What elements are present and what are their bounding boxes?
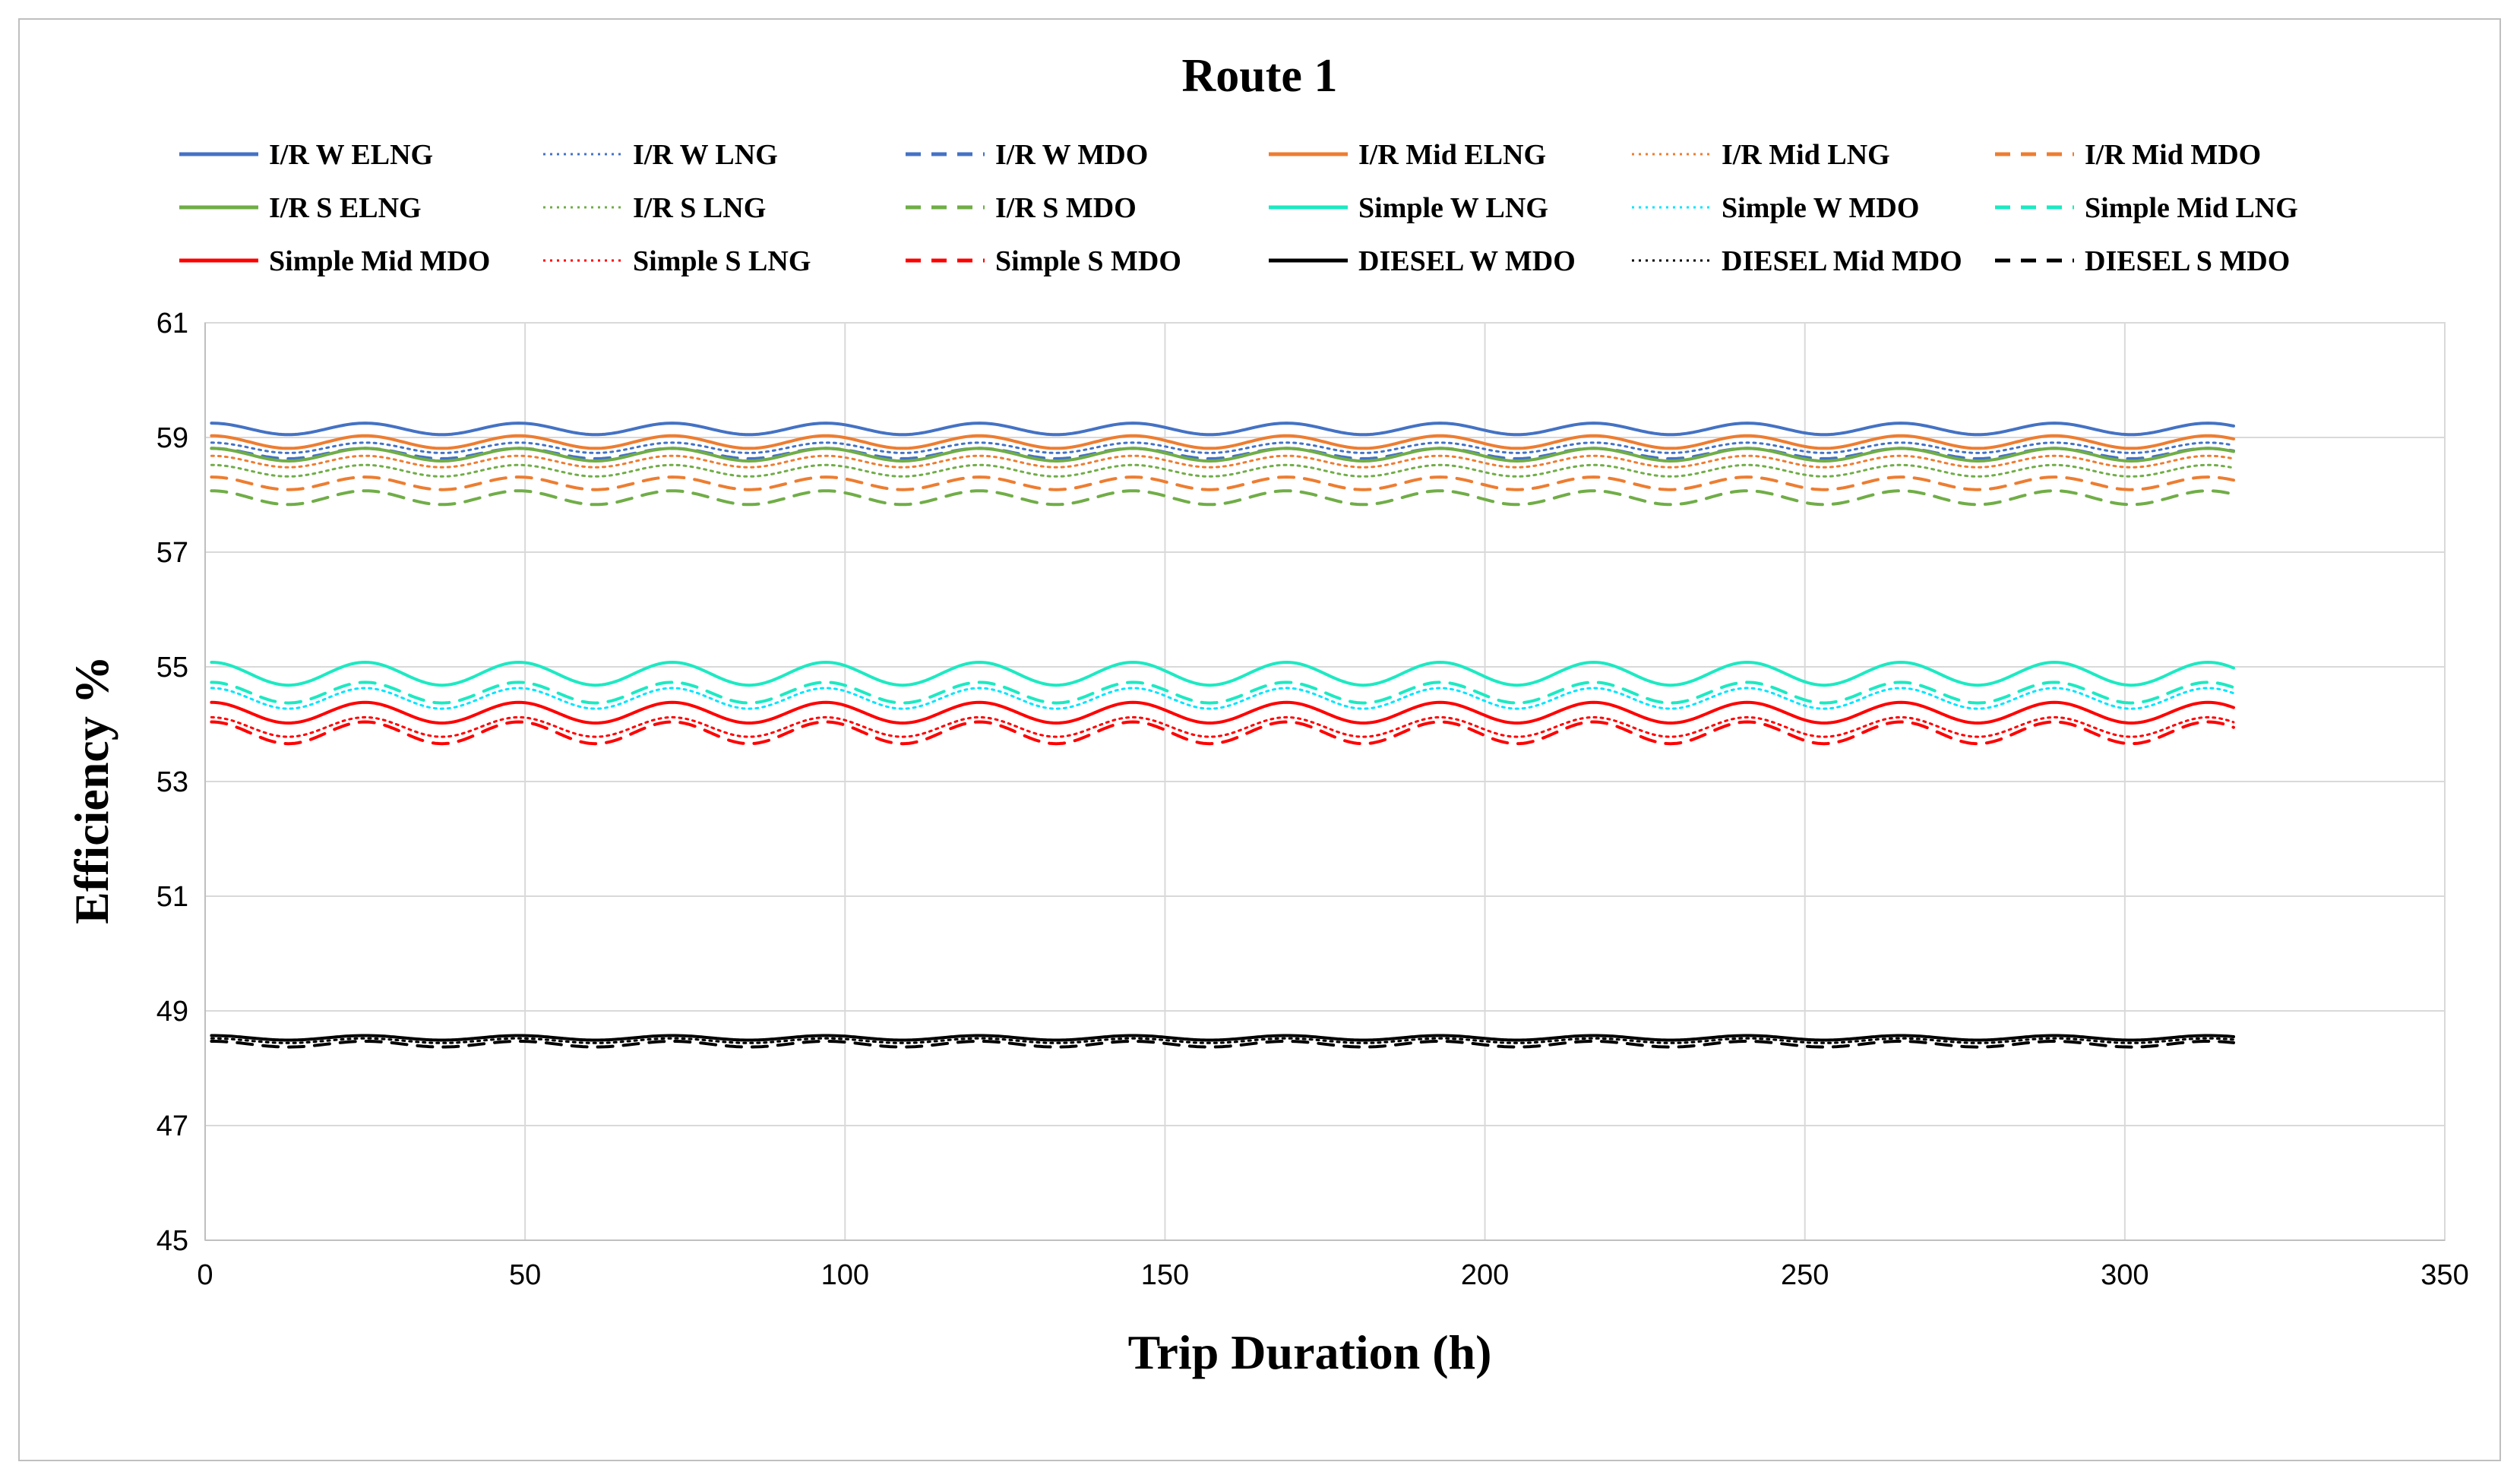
legend-label: I/R Mid MDO xyxy=(2085,139,2261,171)
legend-label: Simple W LNG xyxy=(1358,192,1548,224)
legend-entry: I/R S ELNG xyxy=(179,192,422,224)
y-tick-label: 49 xyxy=(157,996,188,1028)
legend-entry: Simple W MDO xyxy=(1632,192,1919,224)
x-tick-label: 0 xyxy=(197,1259,213,1291)
legend-label: I/R W MDO xyxy=(995,139,1148,171)
x-tick-label: 50 xyxy=(509,1259,541,1291)
legend-entry: I/R Mid LNG xyxy=(1632,139,1890,171)
series-line-diesel-s-mdo xyxy=(210,1040,2235,1049)
y-tick-label: 53 xyxy=(157,766,188,798)
series-line-i-r-mid-elng xyxy=(210,434,2235,450)
series-line-i-r-s-lng xyxy=(210,463,2235,478)
legend-entry: I/R W LNG xyxy=(543,139,778,171)
legend-entry: Simple Mid MDO xyxy=(179,245,490,277)
legend-entry: I/R Mid ELNG xyxy=(1269,139,1546,171)
x-tick-label: 350 xyxy=(2420,1259,2468,1291)
series-line-simple-mid-mdo xyxy=(210,700,2235,725)
legend-label: I/R S LNG xyxy=(633,192,766,224)
series-line-i-r-s-mdo xyxy=(210,489,2235,507)
legend-label: Simple Mid MDO xyxy=(269,245,490,277)
legend-entry: Simple S LNG xyxy=(543,245,811,277)
axes xyxy=(204,323,2445,1241)
y-axis-label: Efficiency % xyxy=(65,655,119,924)
series-line-i-r-s-elng xyxy=(210,447,2235,463)
series-line-i-r-mid-mdo xyxy=(210,475,2235,491)
x-tick-label: 200 xyxy=(1461,1259,1509,1291)
legend-entry: I/R S LNG xyxy=(543,192,766,224)
x-tick-label: 250 xyxy=(1781,1259,1829,1291)
y-tick-label: 57 xyxy=(157,537,188,569)
legend-entry: I/R W MDO xyxy=(906,139,1148,171)
legend-entry: I/R W ELNG xyxy=(179,139,433,171)
series-line-diesel-mid-mdo xyxy=(210,1037,2235,1044)
series-lines xyxy=(210,422,2235,1049)
x-tick-label: 150 xyxy=(1141,1259,1189,1291)
x-axis-ticks: 0 50 100 150 200 250 300 350 xyxy=(197,1259,2468,1291)
legend-label: I/R S MDO xyxy=(995,192,1137,224)
legend-entry: I/R S MDO xyxy=(906,192,1137,224)
legend-entry: Simple S MDO xyxy=(906,245,1181,277)
legend-label: I/R W ELNG xyxy=(269,139,433,171)
series-line-simple-s-mdo xyxy=(210,720,2235,746)
series-line-simple-mid-lng xyxy=(210,681,2235,705)
y-tick-label: 51 xyxy=(157,881,188,913)
legend-label: I/R S ELNG xyxy=(269,192,422,224)
y-axis-ticks: 45 47 49 51 53 55 57 59 61 xyxy=(157,308,188,1257)
series-line-simple-w-lng xyxy=(210,660,2235,687)
legend-entry: DIESEL S MDO xyxy=(1995,245,2290,277)
legend-label: Simple W MDO xyxy=(1722,192,1919,224)
legend-label: I/R W LNG xyxy=(633,139,778,171)
x-axis-label: Trip Duration (h) xyxy=(1128,1325,1492,1379)
chart-title: Route 1 xyxy=(1182,50,1338,102)
x-tick-label: 300 xyxy=(2101,1259,2148,1291)
y-tick-label: 59 xyxy=(157,422,188,454)
series-line-i-r-w-elng xyxy=(210,422,2235,437)
series-line-i-r-mid-lng xyxy=(210,454,2235,469)
legend-entry: I/R Mid MDO xyxy=(1995,139,2261,171)
series-line-i-r-w-lng xyxy=(210,441,2235,454)
x-tick-label: 100 xyxy=(821,1259,869,1291)
chart-frame xyxy=(18,18,2501,1461)
legend: I/R W ELNG I/R W LNG I/R W MDO I/R Mid ELNG… xyxy=(179,139,2298,277)
legend-entry: Simple Mid LNG xyxy=(1995,192,2298,224)
legend-entry: DIESEL W MDO xyxy=(1269,245,1576,277)
legend-label: DIESEL S MDO xyxy=(2085,245,2290,277)
legend-label: DIESEL W MDO xyxy=(1358,245,1576,277)
legend-label: DIESEL Mid MDO xyxy=(1722,245,1962,277)
legend-entry: Simple W LNG xyxy=(1269,192,1548,224)
series-line-diesel-w-mdo xyxy=(210,1034,2235,1042)
series-line-simple-s-lng xyxy=(210,715,2235,738)
y-tick-label: 61 xyxy=(157,308,188,339)
y-tick-label: 45 xyxy=(157,1225,188,1257)
legend-label: Simple S LNG xyxy=(633,245,811,277)
legend-label: Simple S MDO xyxy=(995,245,1181,277)
y-tick-label: 55 xyxy=(157,652,188,684)
legend-label: Simple Mid LNG xyxy=(2085,192,2298,224)
legend-label: I/R Mid LNG xyxy=(1722,139,1890,171)
y-tick-label: 47 xyxy=(157,1110,188,1142)
legend-label: I/R Mid ELNG xyxy=(1358,139,1546,171)
legend-entry: DIESEL Mid MDO xyxy=(1632,245,1962,277)
series-line-simple-w-mdo xyxy=(210,687,2235,710)
